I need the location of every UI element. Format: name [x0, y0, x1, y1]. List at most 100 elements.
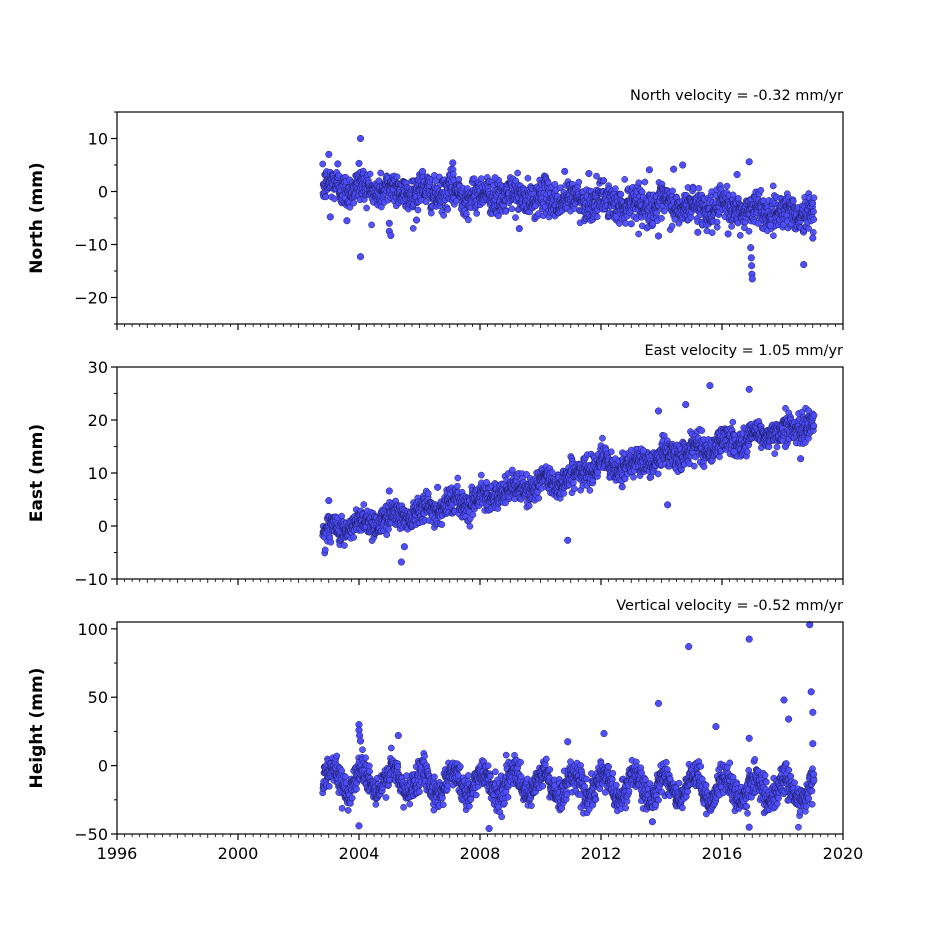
north-point: [449, 170, 457, 178]
north-outlier-point: [670, 165, 678, 173]
height-point: [366, 768, 373, 775]
east-point: [654, 470, 662, 478]
north-outlier-point: [748, 262, 756, 270]
east-point: [383, 531, 391, 539]
height-point: [400, 803, 407, 811]
north-outlier-point: [800, 261, 808, 269]
north-point: [617, 190, 625, 198]
north-outlier-point: [747, 244, 755, 252]
east-point: [630, 473, 637, 481]
east-point: [477, 471, 485, 479]
east-point: [438, 521, 446, 528]
east-point: [716, 453, 723, 461]
north-point: [514, 169, 521, 177]
north-outlier-point: [745, 158, 753, 166]
east-panel: East velocity = 1.05 mm/yr East (mm) 302…: [27, 343, 844, 589]
height-point: [387, 744, 395, 752]
east-point: [773, 443, 781, 451]
north-point: [695, 184, 703, 192]
north-point: [473, 210, 481, 217]
height-point: [472, 791, 480, 799]
north-point: [757, 186, 765, 194]
north-outlier-point: [612, 213, 620, 221]
north-outlier-point: [387, 231, 395, 240]
east-outlier-point: [745, 385, 753, 393]
east-point: [350, 534, 358, 541]
height-point: [365, 762, 373, 770]
north-outlier-point: [356, 253, 365, 261]
north-point: [809, 228, 817, 236]
east-point: [327, 538, 335, 546]
north-point: [393, 173, 401, 181]
east-point: [321, 546, 329, 554]
north-point: [621, 176, 629, 183]
height-point: [342, 773, 349, 781]
north-point: [729, 191, 737, 199]
north-point: [319, 160, 327, 168]
height-point: [465, 772, 472, 779]
height-point: [439, 794, 446, 802]
north-outlier-point: [766, 221, 774, 229]
east-point: [466, 522, 474, 530]
north-point: [427, 209, 435, 217]
north-ytick-label: 0: [98, 183, 108, 202]
height-point: [344, 807, 352, 814]
height-point: [492, 768, 499, 776]
height-point: [456, 763, 464, 770]
east-outlier-point: [564, 536, 572, 544]
north-outlier-point: [355, 159, 363, 167]
height-velocity-title: Vertical velocity = -0.52 mm/yr: [616, 598, 843, 614]
height-panel: Vertical velocity = -0.52 mm/yr Height (…: [27, 598, 863, 863]
north-outlier-point: [491, 174, 499, 182]
north-outlier-point: [627, 220, 635, 228]
east-point: [700, 463, 708, 471]
north-point: [770, 232, 777, 240]
north-point: [363, 204, 370, 212]
height-point: [348, 794, 356, 802]
height-point: [484, 762, 492, 770]
east-outlier-point: [797, 455, 805, 463]
north-ytick-label: 10: [88, 130, 108, 149]
east-outlier-point: [397, 558, 405, 566]
height-point: [501, 799, 508, 807]
east-point: [385, 525, 392, 533]
height-point: [372, 801, 380, 808]
height-ylabel: Height (mm): [27, 668, 47, 789]
north-ylabel: North (mm): [27, 162, 47, 273]
north-point: [440, 211, 448, 219]
north-outlier-point: [343, 217, 351, 225]
east-point: [586, 487, 594, 494]
east-point: [525, 502, 533, 510]
north-point: [600, 177, 608, 184]
north-outlier-point: [747, 254, 755, 262]
east-outlier-point: [325, 497, 333, 505]
height-point: [498, 813, 506, 821]
north-outlier-point: [724, 230, 732, 238]
height-point: [421, 752, 428, 760]
east-point: [548, 469, 556, 476]
height-point: [517, 758, 524, 766]
north-point: [350, 199, 358, 207]
north-point: [322, 193, 330, 201]
north-point: [463, 210, 470, 218]
north-velocity-title: North velocity = -0.32 mm/yr: [630, 88, 843, 104]
height-point: [362, 754, 369, 762]
north-point: [366, 170, 374, 178]
height-point: [467, 795, 475, 803]
north-outlier-point: [733, 170, 741, 179]
north-outlier-point: [809, 234, 817, 242]
north-outlier-point: [325, 150, 333, 158]
height-point: [353, 785, 360, 793]
east-point: [341, 542, 348, 549]
east-outlier-point: [385, 487, 393, 495]
north-point: [593, 213, 601, 221]
north-outlier-point: [326, 213, 334, 221]
east-point: [360, 501, 368, 508]
north-point: [508, 205, 516, 213]
north-outlier-point: [754, 219, 762, 227]
north-panel: North velocity = -0.32 mm/yr North (mm) …: [27, 88, 844, 330]
height-point: [338, 804, 346, 812]
north-outlier-point: [418, 167, 427, 175]
north-outlier-point: [412, 216, 421, 224]
north-outlier-point: [385, 219, 393, 227]
